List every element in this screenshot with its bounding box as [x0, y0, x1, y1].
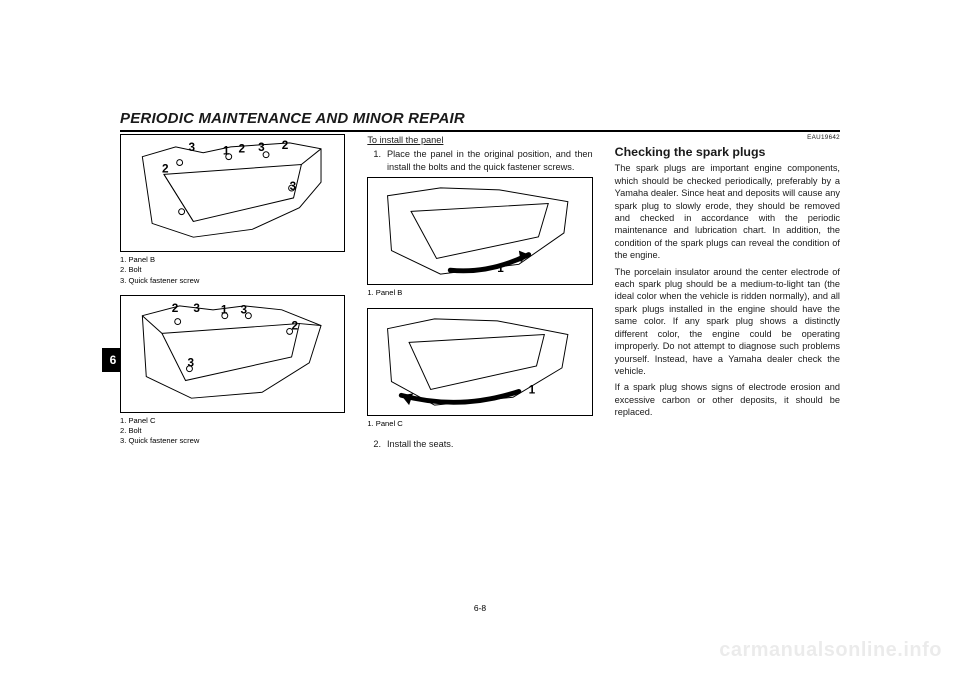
step-number: 1. [373, 148, 381, 173]
panel-b-line-art: 312 32 23 [125, 139, 340, 247]
watermark: carmanualsonline.info [719, 639, 942, 662]
figure-panel-b-caption: 1. Panel B 2. Bolt 3. Quick fastener scr… [120, 255, 345, 286]
column-1: 312 32 23 1. Panel B 2. Bolt 3. Quick fa… [120, 134, 345, 583]
step-text: Install the seats. [387, 438, 593, 450]
figure-panel-c-caption: 1. Panel C 2. Bolt 3. Quick fastener scr… [120, 416, 345, 447]
caption-line: 1. Panel B [120, 255, 345, 265]
body-paragraph: The spark plugs are important engine com… [615, 162, 840, 261]
install-step-2: 2. Install the seats. [373, 438, 592, 450]
figure-panel-c-install: 1 [367, 308, 592, 416]
svg-text:3: 3 [188, 141, 195, 154]
svg-text:2: 2 [282, 139, 289, 152]
panel-b-install-art: 1 [372, 182, 587, 280]
caption-line: 2. Bolt [120, 265, 345, 275]
figure-panel-c-remove: 231 323 [120, 295, 345, 413]
svg-text:1: 1 [223, 145, 230, 158]
section-title: PERIODIC MAINTENANCE AND MINOR REPAIR [120, 110, 840, 132]
caption-line: 2. Bolt [120, 426, 345, 436]
caption-line: 1. Panel B [367, 288, 592, 298]
step-number: 2. [373, 438, 381, 450]
svg-text:3: 3 [241, 303, 248, 316]
install-heading: To install the panel [367, 134, 592, 146]
svg-text:3: 3 [258, 141, 265, 154]
install-step-1: 1. Place the panel in the original posit… [373, 148, 592, 173]
reference-code: EAU19642 [615, 134, 840, 143]
page-number: 6-8 [474, 603, 486, 613]
svg-text:2: 2 [172, 302, 179, 315]
figure-panel-b-install: 1 [367, 177, 592, 285]
caption-line: 1. Panel C [120, 416, 345, 426]
figure-panel-c-install-caption: 1. Panel C [367, 419, 592, 429]
caption-line: 1. Panel C [367, 419, 592, 429]
step-text: Place the panel in the original position… [387, 148, 593, 173]
panel-c-line-art: 231 323 [125, 300, 340, 408]
svg-text:2: 2 [162, 162, 169, 175]
svg-text:1: 1 [221, 303, 228, 316]
columns: 312 32 23 1. Panel B 2. Bolt 3. Quick fa… [120, 134, 840, 583]
column-3: EAU19642 Checking the spark plugs The sp… [615, 134, 840, 583]
column-2: To install the panel 1. Place the panel … [367, 134, 592, 583]
svg-text:2: 2 [292, 319, 299, 332]
spark-plugs-heading: Checking the spark plugs [615, 144, 840, 161]
caption-line: 3. Quick fastener screw [120, 436, 345, 446]
caption-line: 3. Quick fastener screw [120, 276, 345, 286]
panel-c-install-art: 1 [372, 313, 587, 411]
figure-panel-b-remove: 312 32 23 [120, 134, 345, 252]
svg-text:3: 3 [290, 180, 297, 193]
figure-panel-b-install-caption: 1. Panel B [367, 288, 592, 298]
svg-text:3: 3 [188, 357, 195, 370]
body-paragraph: If a spark plug shows signs of electrode… [615, 381, 840, 418]
manual-page: PERIODIC MAINTENANCE AND MINOR REPAIR 6 … [0, 0, 960, 678]
svg-text:1: 1 [498, 262, 505, 275]
svg-text:1: 1 [529, 383, 536, 396]
svg-text:2: 2 [239, 143, 246, 156]
svg-text:3: 3 [193, 302, 200, 315]
body-paragraph: The porcelain insulator around the cente… [615, 266, 840, 378]
